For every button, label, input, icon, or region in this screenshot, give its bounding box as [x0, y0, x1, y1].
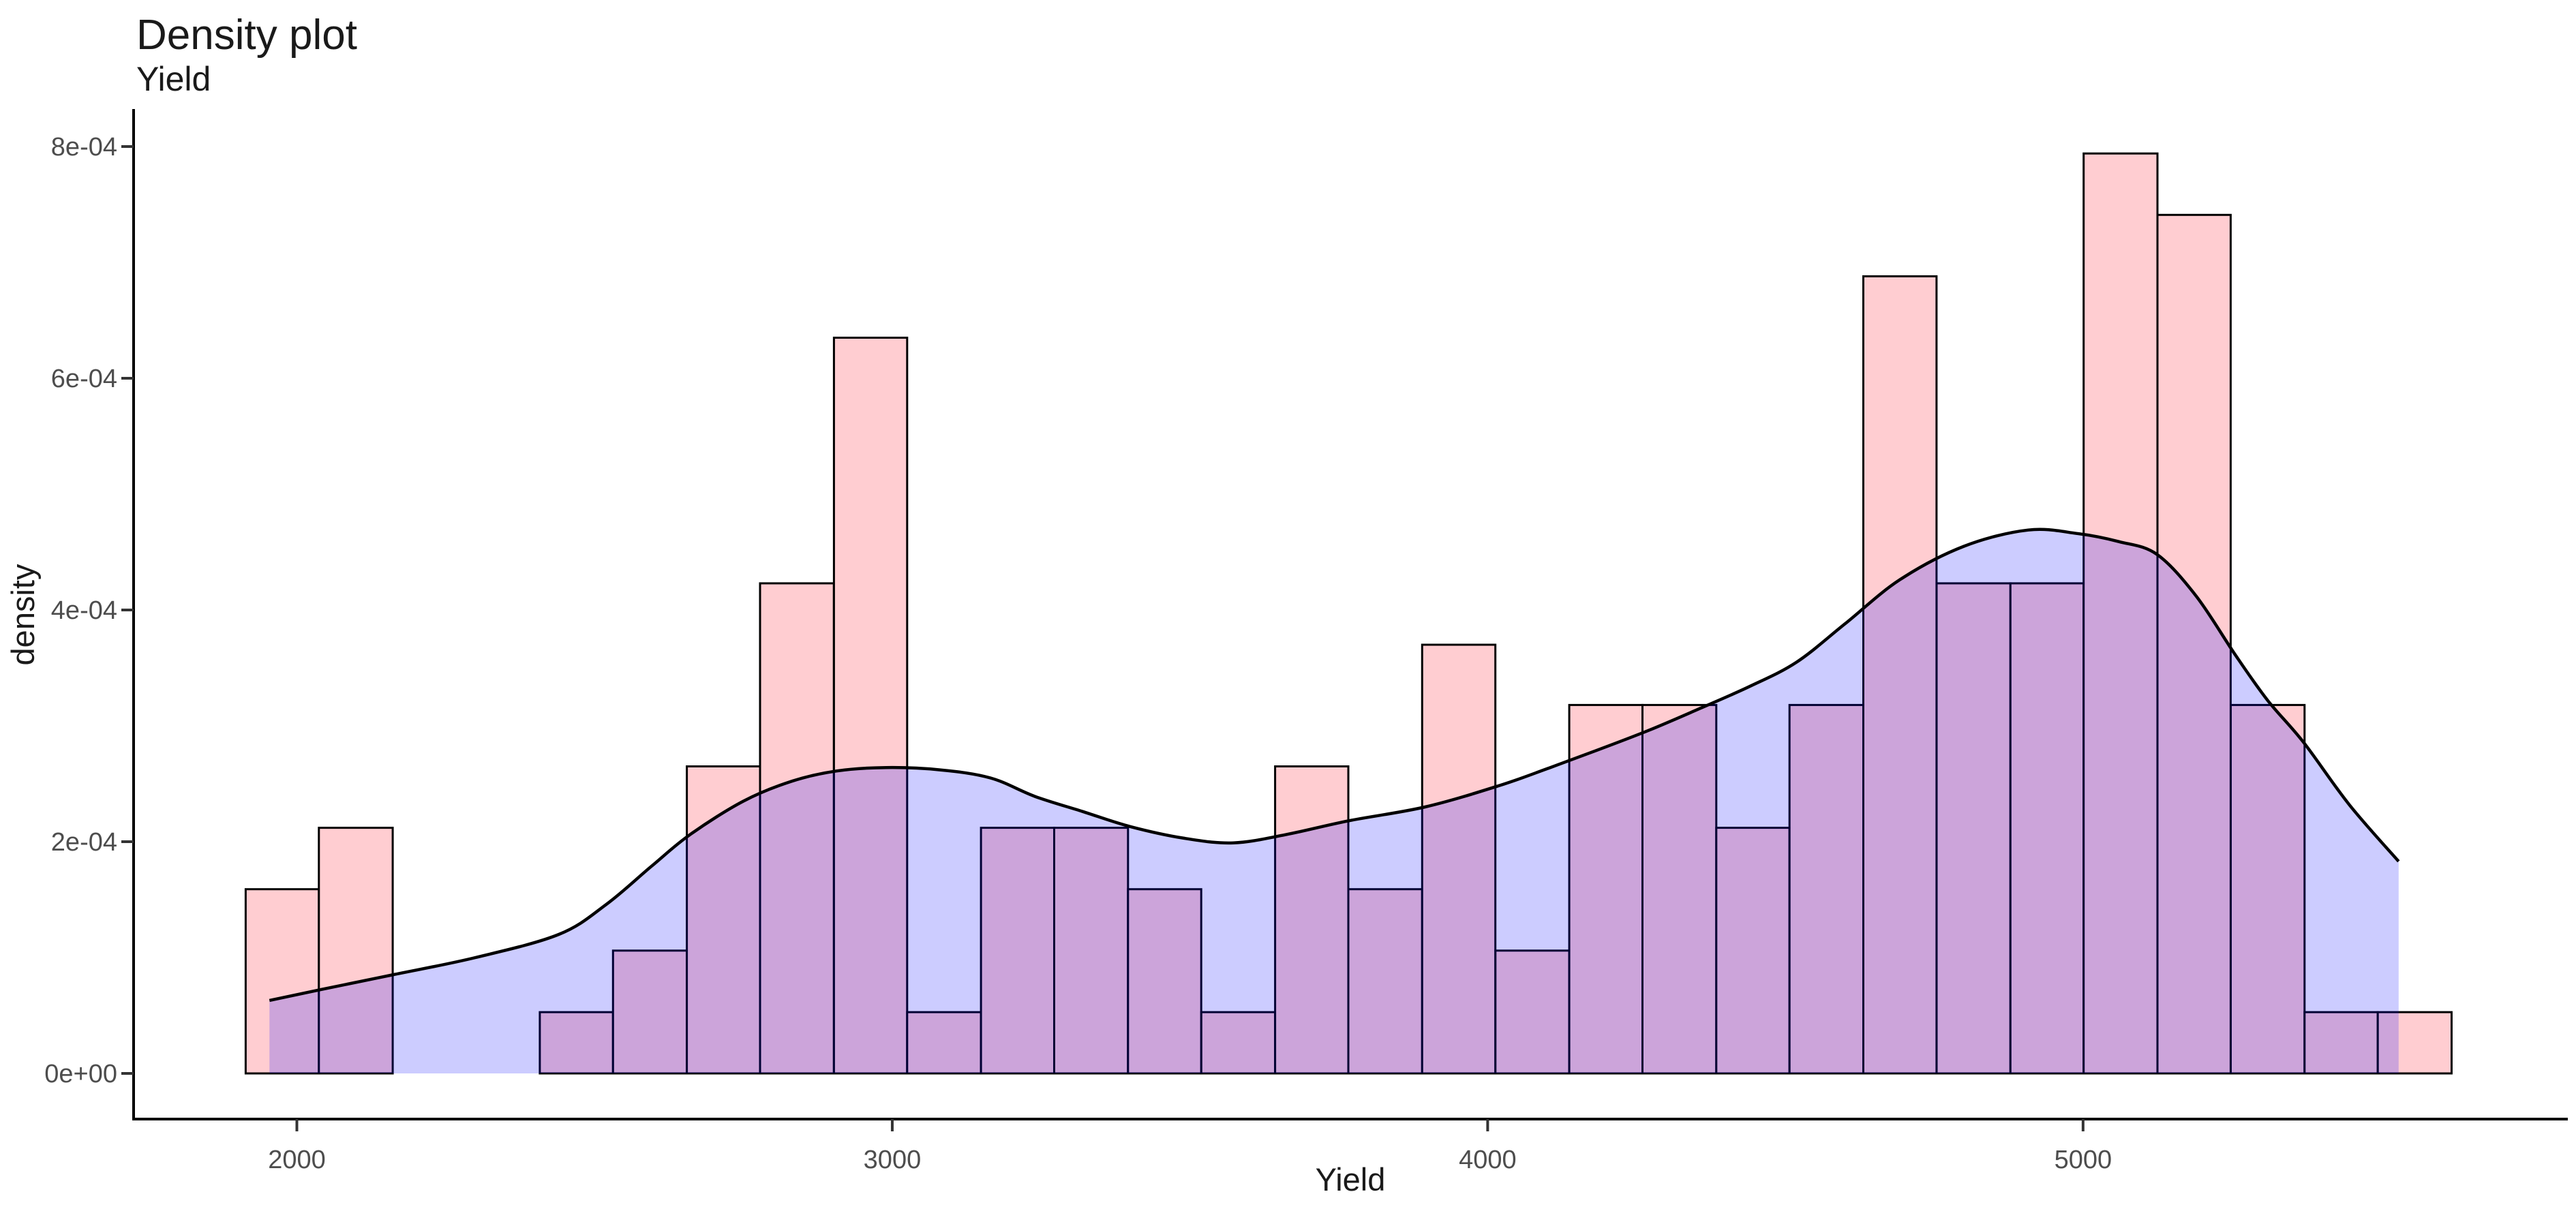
histogram-bar [2009, 582, 2085, 1075]
histogram-bar [2303, 1011, 2379, 1075]
density-curve [269, 528, 2400, 1003]
histogram-bar [539, 1011, 614, 1075]
histogram-bar [759, 582, 835, 1075]
y-tick-label: 8e-04 [51, 133, 117, 162]
histogram-bar [1568, 703, 1644, 1075]
histogram-bar [980, 827, 1055, 1075]
histogram-bar [1274, 765, 1350, 1075]
histogram-bar [1421, 643, 1497, 1075]
histogram-bar [318, 827, 394, 1075]
plot-title: Density plot [136, 12, 357, 59]
histogram-bar [1347, 888, 1423, 1075]
histogram-bar [2230, 703, 2306, 1075]
y-tick-label: 6e-04 [51, 365, 117, 393]
histogram-bar [244, 888, 320, 1075]
y-tick-label: 2e-04 [51, 828, 117, 857]
histogram-bar [1641, 703, 1718, 1075]
x-tick-label: 5000 [2055, 1146, 2112, 1174]
histogram-bar [832, 337, 909, 1075]
density-area [269, 529, 2399, 1073]
histogram-bar [1494, 949, 1571, 1075]
x-tick-label: 4000 [1459, 1146, 1517, 1174]
histogram-bar [1788, 703, 1864, 1075]
histogram-bar [2376, 1011, 2453, 1075]
x-axis-title: Yield [1316, 1161, 1386, 1197]
x-tick-label: 3000 [864, 1146, 922, 1174]
y-tick-label: 4e-04 [51, 596, 117, 625]
histogram-bar [1715, 827, 1791, 1075]
y-tick-label: 0e+00 [44, 1060, 117, 1088]
plot-panel: 2000 3000 4000 5000 0e+00 2e-04 4e-04 6e-04 8e-0… [44, 109, 2568, 1174]
histogram-bar [1127, 888, 1202, 1075]
histogram-bar [1200, 1011, 1277, 1075]
y-axis-title: density [5, 564, 41, 665]
plot-subtitle: Yield [136, 60, 211, 98]
histogram-bar [1862, 275, 1938, 1075]
histogram-bar [1053, 827, 1130, 1075]
histogram-bar [1935, 582, 2012, 1075]
histogram-bar [686, 765, 761, 1075]
x-tick-label: 2000 [268, 1146, 326, 1174]
histogram-bar [906, 1011, 982, 1075]
histogram-bar [2156, 213, 2232, 1075]
